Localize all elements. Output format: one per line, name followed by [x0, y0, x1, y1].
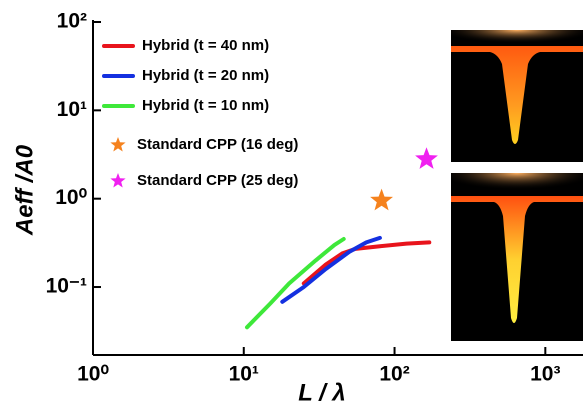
y-axis-label: Aeff /A0: [11, 144, 38, 236]
legend-label: Hybrid (t = 40 nm): [142, 37, 269, 54]
inset: [451, 173, 583, 341]
series-line: [280, 235, 382, 304]
x-tick-label: 10²: [379, 363, 409, 386]
legend-marker: [110, 137, 126, 152]
legend-marker: [110, 173, 126, 188]
star-point: [370, 188, 393, 211]
legend-label: Hybrid (t = 20 nm): [142, 67, 269, 84]
x-tick-label: 10⁰: [77, 363, 109, 386]
star-point: [415, 147, 438, 169]
y-tick-label: 10¹: [57, 98, 87, 121]
series-line: [301, 240, 432, 286]
legend-label: Standard CPP (16 deg): [137, 136, 298, 153]
legend-label: Standard CPP (25 deg): [137, 172, 298, 189]
x-axis-label: L / λ: [298, 379, 346, 406]
x-tick-label: 10³: [530, 363, 560, 386]
series-line: [245, 237, 346, 330]
legend-label: Hybrid (t = 10 nm): [142, 97, 269, 114]
x-tick-label: 10¹: [229, 363, 259, 386]
inset: [451, 30, 583, 162]
y-tick-label: 10²: [57, 10, 87, 33]
y-tick-label: 10⁻¹: [46, 275, 87, 298]
y-tick-label: 10⁰: [55, 186, 87, 209]
